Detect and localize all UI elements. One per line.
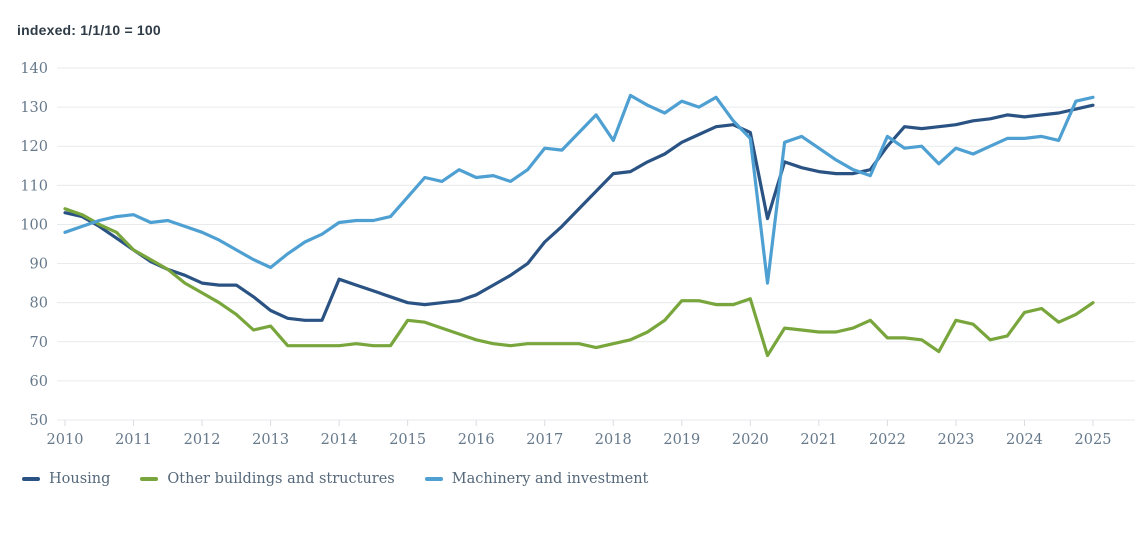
legend-label-housing: Housing — [49, 471, 111, 487]
x-tick-label: 2022 — [869, 432, 906, 448]
x-tick-label: 2019 — [663, 432, 700, 448]
x-tick-label: 2016 — [458, 432, 495, 448]
x-tick-label: 2018 — [595, 432, 632, 448]
legend-item-machinery: Machinery and investment — [424, 471, 649, 487]
y-tick-label: 140 — [20, 61, 48, 77]
y-tick-label: 60 — [30, 374, 48, 390]
x-tick-label: 2010 — [47, 432, 84, 448]
legend-item-housing: Housing — [22, 472, 110, 487]
x-tick-label: 2024 — [1006, 432, 1043, 448]
y-tick-label: 90 — [30, 257, 48, 273]
machinery-line — [63, 93, 1095, 285]
legend: Housing Other buildings and structures M… — [22, 472, 648, 487]
x-tick-label: 2011 — [115, 432, 152, 448]
legend-label-other-buildings: Other buildings and structures — [167, 471, 395, 487]
other-line — [63, 207, 1095, 358]
y-tick-label: 110 — [20, 178, 48, 194]
x-tick-label: 2012 — [184, 432, 221, 448]
x-tick-label: 2020 — [732, 432, 769, 448]
x-tick-label: 2021 — [800, 432, 837, 448]
y-tick-label: 130 — [20, 100, 48, 116]
machinery-swatch-icon — [424, 477, 443, 482]
housing-swatch-icon — [22, 477, 40, 482]
x-tick-label: 2015 — [389, 432, 426, 448]
x-tick-label: 2014 — [321, 432, 358, 448]
y-tick-label: 100 — [20, 217, 48, 233]
x-tick-label: 2017 — [526, 432, 563, 448]
legend-label-machinery: Machinery and investment — [451, 471, 649, 487]
x-tick-label: 2013 — [252, 432, 289, 448]
legend-item-other-buildings: Other buildings and structures — [140, 471, 395, 487]
y-tick-label: 50 — [30, 413, 48, 429]
housing-line — [63, 103, 1095, 322]
chart-svg: 50 60 70 80 90 100 110 120 130 140 2010 2011 2012 201… — [20, 61, 1135, 448]
other-buildings-swatch-icon — [140, 477, 159, 482]
x-tick-label: 2023 — [937, 432, 974, 448]
x-tick-label: 2025 — [1075, 432, 1112, 448]
y-tick-label: 80 — [30, 296, 48, 312]
chart-title: indexed: 1/1/10 = 100 — [17, 22, 161, 38]
y-tick-label: 70 — [30, 335, 48, 351]
y-tick-label: 120 — [20, 139, 48, 155]
